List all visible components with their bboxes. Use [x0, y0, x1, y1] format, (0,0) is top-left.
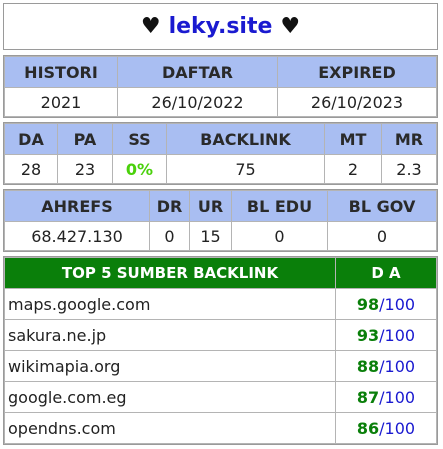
- table-row: maps.google.com 98/100: [4, 288, 437, 320]
- header-bl-gov: BL GOV: [327, 190, 437, 222]
- backlink-domain[interactable]: maps.google.com: [4, 288, 336, 320]
- backlink-domain[interactable]: google.com.eg: [4, 381, 336, 413]
- header-daftar: DAFTAR: [117, 56, 278, 88]
- header-pa: PA: [57, 123, 113, 155]
- da-max: /100: [379, 356, 416, 376]
- backlink-da: 98/100: [335, 288, 437, 320]
- header-top-backlinks: TOP 5 SUMBER BACKLINK: [4, 257, 336, 289]
- header-da-score: D A: [335, 257, 437, 289]
- header-da: DA: [4, 123, 58, 155]
- backlink-da: 86/100: [335, 412, 437, 444]
- value-bl-edu: 0: [231, 221, 328, 251]
- backlink-da: 93/100: [335, 319, 437, 351]
- backlink-sources-table: TOP 5 SUMBER BACKLINK D A maps.google.co…: [3, 256, 438, 445]
- header-backlink: BACKLINK: [166, 123, 325, 155]
- header-ss: SS: [112, 123, 167, 155]
- da-value: 86: [356, 418, 380, 438]
- backlink-da: 88/100: [335, 350, 437, 382]
- value-ahrefs: 68.427.130: [4, 221, 150, 251]
- value-daftar: 26/10/2022: [117, 87, 278, 117]
- header-bl-edu: BL EDU: [231, 190, 328, 222]
- table-row: google.com.eg 87/100: [4, 381, 437, 413]
- backlink-domain[interactable]: opendns.com: [4, 412, 336, 444]
- da-max: /100: [379, 325, 416, 345]
- value-histori: 2021: [4, 87, 118, 117]
- da-max: /100: [379, 387, 416, 407]
- header-dr: DR: [149, 190, 190, 222]
- table-row: sakura.ne.jp 93/100: [4, 319, 437, 351]
- value-da: 28: [4, 154, 58, 184]
- value-mt: 2: [324, 154, 382, 184]
- table-row: wikimapia.org 88/100: [4, 350, 437, 382]
- backlink-da: 87/100: [335, 381, 437, 413]
- value-ur: 15: [189, 221, 232, 251]
- ahrefs-table: AHREFS DR UR BL EDU BL GOV 68.427.130 0 …: [3, 189, 438, 252]
- metrics-table: DA PA SS BACKLINK MT MR 28 23 0% 75 2 2.…: [3, 122, 438, 185]
- table-row: opendns.com 86/100: [4, 412, 437, 444]
- registration-table: HISTORI DAFTAR EXPIRED 2021 26/10/2022 2…: [3, 55, 438, 118]
- header-histori: HISTORI: [4, 56, 118, 88]
- value-expired: 26/10/2023: [277, 87, 437, 117]
- value-dr: 0: [149, 221, 190, 251]
- backlink-domain[interactable]: wikimapia.org: [4, 350, 336, 382]
- da-value: 88: [356, 356, 380, 376]
- header-expired: EXPIRED: [277, 56, 437, 88]
- da-value: 87: [356, 387, 380, 407]
- da-max: /100: [379, 418, 416, 438]
- heart-icon-left: ♥: [140, 14, 161, 39]
- da-max: /100: [379, 294, 416, 314]
- backlink-domain[interactable]: sakura.ne.jp: [4, 319, 336, 351]
- da-value: 98: [356, 294, 380, 314]
- value-bl-gov: 0: [327, 221, 437, 251]
- header-ur: UR: [189, 190, 232, 222]
- value-backlink: 75: [166, 154, 325, 184]
- heart-icon-right: ♥: [280, 14, 301, 39]
- site-name[interactable]: leky.site: [168, 14, 273, 39]
- header-ahrefs: AHREFS: [4, 190, 150, 222]
- da-value: 93: [356, 325, 380, 345]
- value-mr: 2.3: [381, 154, 437, 184]
- header-mr: MR: [381, 123, 437, 155]
- header-mt: MT: [324, 123, 382, 155]
- value-ss: 0%: [112, 154, 167, 184]
- value-pa: 23: [57, 154, 113, 184]
- site-title-box: ♥ leky.site ♥: [3, 3, 438, 50]
